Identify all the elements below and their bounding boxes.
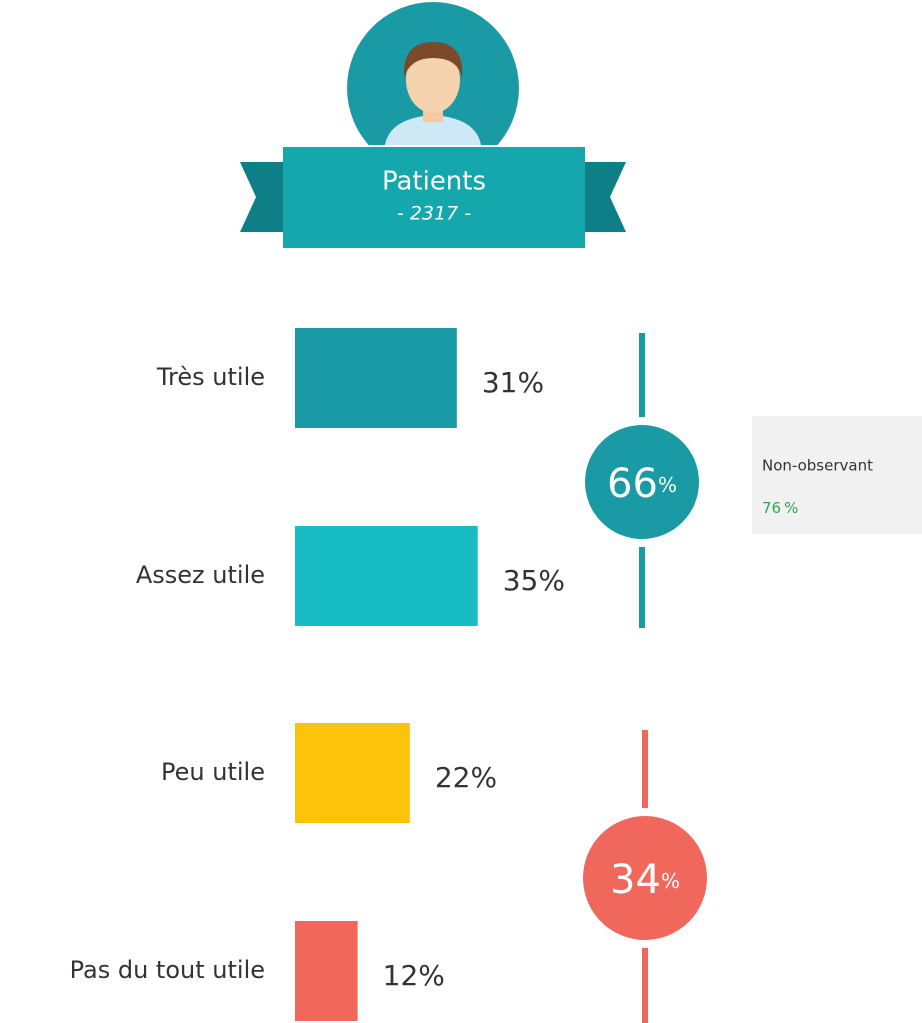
category-label: Très utile bbox=[156, 363, 265, 391]
bar bbox=[295, 526, 478, 626]
ribbon-left bbox=[240, 162, 285, 232]
group-label: 66% bbox=[607, 461, 677, 507]
banner bbox=[283, 147, 585, 248]
header: Patients - 2317 - bbox=[240, 2, 626, 248]
title: Patients bbox=[382, 167, 486, 197]
bar bbox=[295, 723, 410, 823]
group-unit: % bbox=[661, 869, 680, 893]
group-label: 34% bbox=[610, 857, 680, 903]
note-value-text: 76% bbox=[762, 499, 798, 517]
group-value: 66 bbox=[607, 461, 658, 507]
category-label: Peu utile bbox=[161, 758, 265, 786]
group-unit: % bbox=[658, 473, 677, 497]
category-label: Assez utile bbox=[136, 561, 265, 589]
group-circle bbox=[583, 816, 707, 940]
bar bbox=[295, 921, 358, 1021]
note-value: 76 bbox=[762, 499, 781, 517]
note-box bbox=[752, 416, 922, 534]
group-value: 34 bbox=[610, 857, 661, 903]
category-label: Pas du tout utile bbox=[70, 956, 265, 984]
value-label: 35% bbox=[503, 564, 565, 597]
bar bbox=[295, 328, 457, 428]
value-label: 31% bbox=[482, 366, 544, 399]
avatar bbox=[385, 42, 481, 145]
ribbon-right bbox=[582, 162, 626, 232]
value-label: 22% bbox=[435, 761, 497, 794]
value-label: 12% bbox=[383, 959, 445, 992]
note-unit: % bbox=[784, 499, 798, 517]
note-label: Non-observant bbox=[762, 457, 873, 475]
group-circle bbox=[585, 425, 699, 539]
subtitle: - 2317 - bbox=[397, 203, 471, 225]
